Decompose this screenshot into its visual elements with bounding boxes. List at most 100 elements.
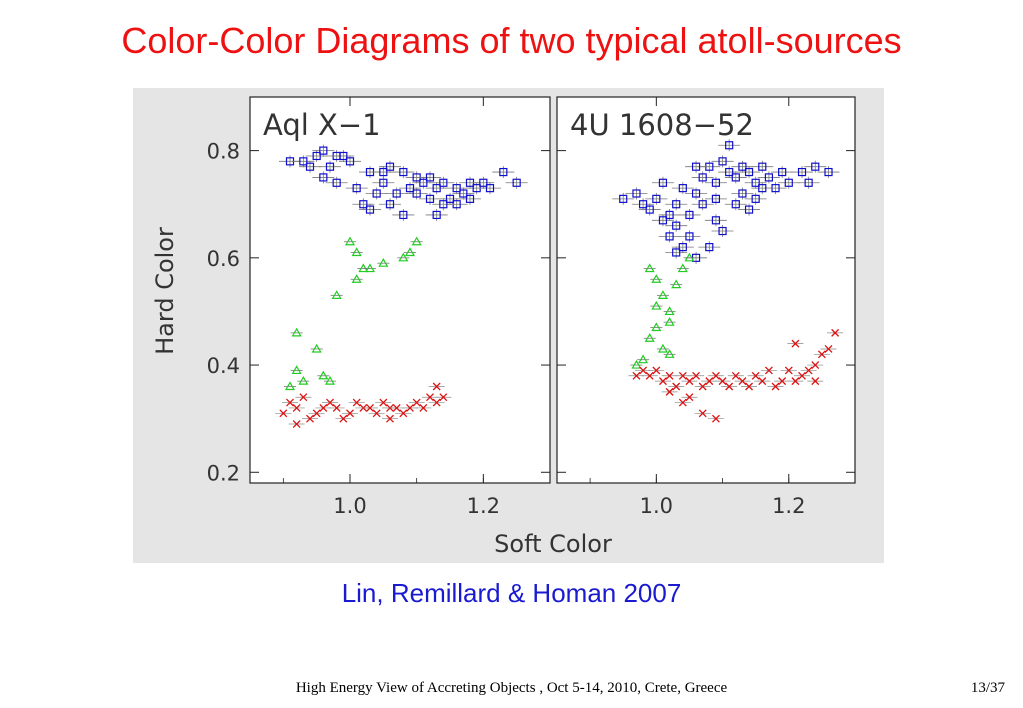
square-marker	[319, 173, 328, 182]
cross-marker	[672, 382, 681, 391]
triangle-marker	[351, 274, 362, 283]
square-marker	[372, 189, 381, 198]
cross-marker	[419, 403, 428, 412]
square-marker	[672, 248, 681, 257]
cross-marker	[326, 398, 334, 407]
triangle-marker	[378, 257, 389, 267]
data-point	[645, 192, 668, 205]
data-point	[791, 166, 814, 179]
data-point	[704, 214, 727, 227]
triangle-marker	[677, 263, 688, 273]
cross-marker	[352, 398, 361, 407]
square-marker	[691, 189, 701, 198]
cross-marker	[319, 403, 328, 412]
data-point	[345, 182, 368, 195]
cross-marker	[738, 377, 747, 386]
data-point	[813, 350, 830, 359]
data-point	[632, 198, 655, 211]
data-point	[342, 409, 358, 418]
square-marker	[718, 157, 727, 166]
square-marker	[405, 184, 415, 193]
data-point	[663, 349, 676, 358]
data-point	[767, 382, 784, 391]
cross-marker	[392, 403, 401, 412]
square-marker	[452, 184, 461, 193]
cross-marker	[705, 377, 714, 386]
data-point	[820, 345, 837, 353]
cross-marker	[678, 371, 687, 380]
data-point	[650, 300, 663, 310]
square-marker	[379, 167, 388, 177]
square-marker	[738, 189, 747, 198]
square-marker	[619, 194, 628, 203]
triangle-marker	[364, 263, 376, 273]
panel-label: Aql X−1	[263, 108, 381, 142]
cross-marker	[412, 398, 421, 407]
square-marker	[665, 232, 674, 241]
square-marker	[665, 210, 674, 220]
square-marker	[797, 167, 807, 177]
square-marker	[744, 167, 754, 177]
square-marker	[744, 205, 754, 214]
data-point	[412, 176, 435, 189]
triangle-marker	[644, 333, 655, 342]
data-point	[665, 198, 688, 211]
data-point	[651, 176, 674, 189]
triangle-marker	[291, 365, 302, 375]
square-marker	[645, 205, 654, 214]
data-point	[325, 176, 348, 189]
square-marker	[432, 210, 441, 220]
data-point	[324, 375, 336, 385]
square-marker	[751, 194, 760, 203]
data-point	[665, 219, 688, 232]
cross-marker	[346, 409, 354, 418]
data-point	[308, 409, 325, 418]
square-marker	[685, 232, 694, 241]
x-axis-label: Soft Color	[494, 530, 612, 558]
square-marker	[705, 243, 714, 252]
data-point	[332, 149, 355, 162]
square-marker	[811, 162, 820, 171]
slide-title: Color-Color Diagrams of two typical atol…	[121, 20, 902, 61]
data-point	[322, 398, 338, 407]
panel-label: 4U 1608−52	[570, 108, 754, 142]
square-marker	[672, 221, 681, 230]
data-point	[505, 176, 528, 189]
data-point	[339, 155, 361, 168]
data-point	[348, 398, 365, 407]
triangle-marker	[331, 290, 342, 299]
data-point	[698, 241, 721, 254]
data-point	[738, 203, 761, 216]
data-point	[711, 155, 734, 168]
square-marker	[658, 178, 668, 187]
footer-text: High Energy View of Accreting Objects , …	[295, 680, 728, 696]
x-tick-label: 1.2	[772, 494, 805, 518]
data-point	[661, 387, 678, 396]
triangle-marker	[318, 370, 329, 380]
data-point	[292, 155, 315, 168]
triangle-marker	[324, 375, 336, 385]
cross-marker	[639, 366, 648, 375]
data-point	[727, 371, 744, 380]
data-point	[760, 366, 777, 375]
triangle-marker	[657, 290, 668, 299]
cross-marker	[811, 361, 820, 370]
data-point	[751, 182, 774, 195]
data-point	[681, 393, 698, 402]
data-point	[282, 398, 298, 407]
data-point	[771, 166, 794, 179]
data-point	[312, 171, 335, 184]
data-point	[671, 241, 694, 254]
square-marker	[499, 167, 508, 177]
cross-marker	[831, 328, 840, 337]
cross-marker	[366, 403, 374, 412]
data-point	[663, 306, 676, 316]
cross-marker	[665, 387, 674, 396]
square-marker	[399, 210, 408, 220]
data-point	[408, 398, 425, 407]
data-point	[425, 182, 448, 195]
cross-marker	[804, 366, 813, 375]
cross-marker	[399, 409, 408, 418]
cross-marker	[784, 366, 793, 375]
data-point	[288, 403, 305, 412]
